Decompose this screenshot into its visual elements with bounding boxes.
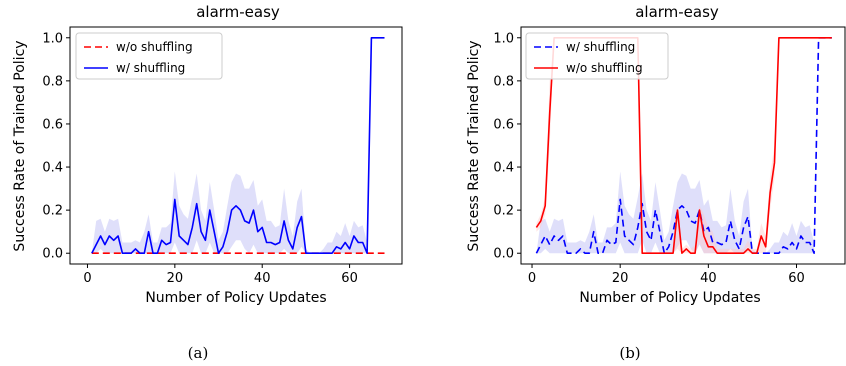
legend-label-1: w/o shuffling — [566, 61, 643, 75]
y-axis-ticks: 0.0 0.2 0.4 0.6 0.8 1.0 — [42, 31, 70, 262]
x-axis-ticks: 0 20 40 60 — [528, 264, 805, 286]
chart-title: alarm-easy — [635, 3, 719, 21]
chart-panel-b: alarm-easy 0 20 40 60 0.0 0.2 0.4 0.6 0.8 1.0 Nu… — [466, 3, 846, 362]
chart-title: alarm-easy — [196, 3, 280, 21]
panel-caption: (a) — [188, 344, 209, 362]
y-tick-label: 1.0 — [493, 31, 514, 46]
chart-legend: w/o shuffling w/ shuffling — [75, 32, 223, 80]
y-axis-label: Success Rate of Trained Policy — [12, 40, 28, 251]
x-axis-label: Number of Policy Updates — [579, 290, 760, 306]
series-lines — [91, 36, 385, 254]
x-tick-label: 60 — [788, 271, 805, 286]
legend-box — [75, 32, 223, 80]
band-series-1 — [91, 37, 385, 254]
y-tick-label: 1.0 — [42, 31, 63, 46]
x-axis-ticks: 0 20 40 60 — [83, 264, 358, 286]
plot-area-frame — [69, 26, 403, 265]
y-tick-label: 0.8 — [493, 74, 514, 89]
legend-label-0: w/ shuffling — [566, 40, 635, 54]
legend-label-0: w/o shuffling — [116, 40, 193, 54]
chart-legend: w/ shuffling w/o shuffling — [525, 32, 669, 80]
x-tick-label: 60 — [341, 271, 358, 286]
y-tick-label: 0.4 — [42, 161, 63, 176]
y-tick-label: 0.4 — [493, 161, 514, 176]
y-tick-label: 0.0 — [42, 247, 63, 262]
confidence-bands — [536, 37, 832, 254]
x-tick-label: 40 — [700, 271, 717, 286]
legend-label-1: w/ shuffling — [116, 61, 185, 75]
legend-box — [525, 32, 669, 80]
y-tick-label: 0.2 — [42, 204, 63, 219]
panel-caption: (b) — [619, 344, 640, 362]
band-series-0 — [536, 37, 832, 254]
x-tick-label: 20 — [612, 271, 629, 286]
x-tick-label: 0 — [528, 271, 536, 286]
x-tick-label: 20 — [167, 271, 184, 286]
y-axis-ticks: 0.0 0.2 0.4 0.6 0.8 1.0 — [493, 31, 521, 262]
confidence-bands — [91, 37, 385, 254]
y-tick-label: 0.8 — [42, 74, 63, 89]
y-tick-label: 0.2 — [493, 204, 514, 219]
x-axis-label: Number of Policy Updates — [145, 290, 326, 306]
y-tick-label: 0.0 — [493, 247, 514, 262]
series-line-0 — [535, 36, 832, 254]
y-axis-label: Success Rate of Trained Policy — [466, 40, 482, 251]
chart-panel-a: alarm-easy 0 20 40 60 0.0 0.2 0.4 0.6 0.8 1.0 Nu… — [12, 3, 403, 362]
x-tick-label: 40 — [254, 271, 271, 286]
plot-area-frame — [520, 26, 846, 265]
x-tick-label: 0 — [83, 271, 91, 286]
series-line-1 — [91, 36, 385, 254]
y-tick-label: 0.6 — [493, 117, 514, 132]
y-tick-label: 0.6 — [42, 117, 63, 132]
